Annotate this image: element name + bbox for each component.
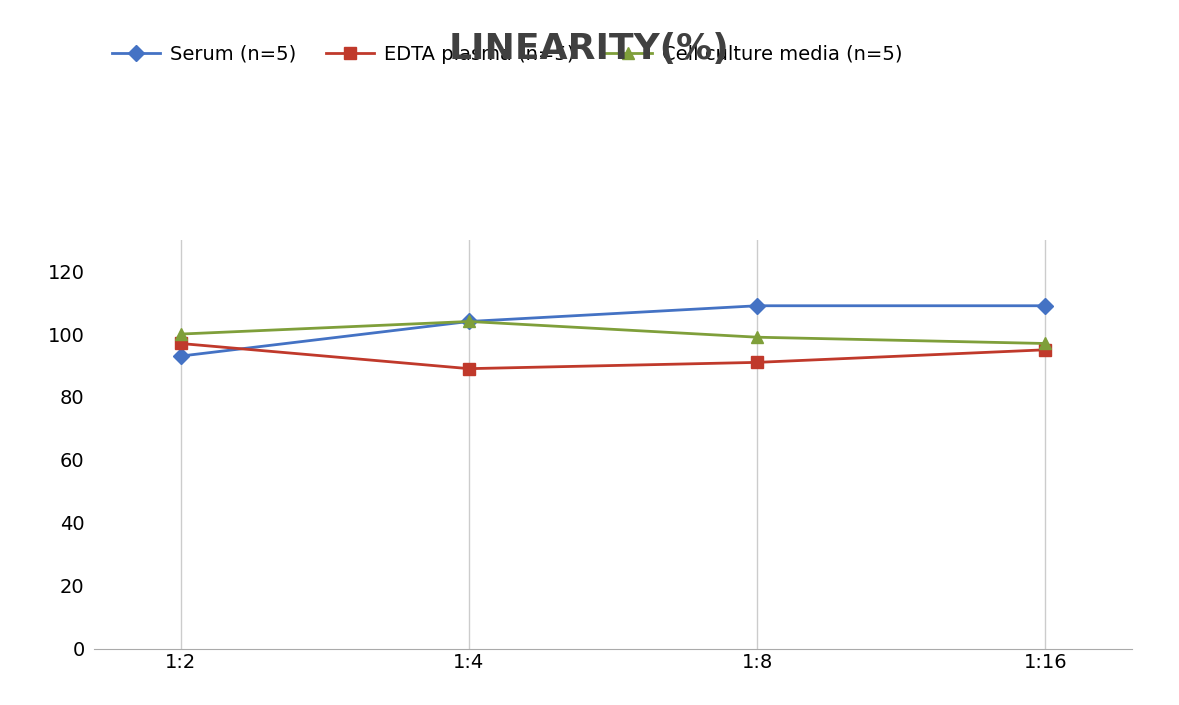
EDTA plasma (n=5)	[173, 339, 187, 348]
Cell culture media (n=5)	[1039, 339, 1053, 348]
EDTA plasma (n=5)	[750, 358, 764, 367]
Serum (n=5)	[1039, 302, 1053, 310]
Line: Cell culture media (n=5): Cell culture media (n=5)	[174, 315, 1052, 350]
EDTA plasma (n=5)	[462, 364, 476, 373]
EDTA plasma (n=5)	[1039, 345, 1053, 354]
Text: LINEARITY(%): LINEARITY(%)	[449, 32, 730, 66]
Serum (n=5)	[750, 302, 764, 310]
Line: EDTA plasma (n=5): EDTA plasma (n=5)	[176, 338, 1050, 374]
Serum (n=5)	[173, 352, 187, 360]
Legend: Serum (n=5), EDTA plasma (n=5), Cell culture media (n=5): Serum (n=5), EDTA plasma (n=5), Cell cul…	[104, 37, 910, 71]
Serum (n=5)	[462, 317, 476, 326]
Cell culture media (n=5)	[462, 317, 476, 326]
Cell culture media (n=5)	[750, 333, 764, 341]
Cell culture media (n=5)	[173, 330, 187, 338]
Line: Serum (n=5): Serum (n=5)	[176, 300, 1050, 362]
